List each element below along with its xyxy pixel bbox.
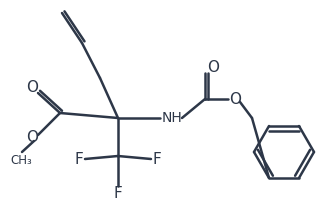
Text: NH: NH: [162, 111, 182, 125]
Text: O: O: [26, 81, 38, 95]
Text: O: O: [207, 60, 219, 75]
Text: F: F: [153, 152, 162, 167]
Text: F: F: [75, 152, 83, 167]
Text: O: O: [26, 130, 38, 145]
Text: O: O: [229, 92, 241, 106]
Text: F: F: [114, 186, 122, 201]
Text: CH₃: CH₃: [10, 153, 32, 166]
